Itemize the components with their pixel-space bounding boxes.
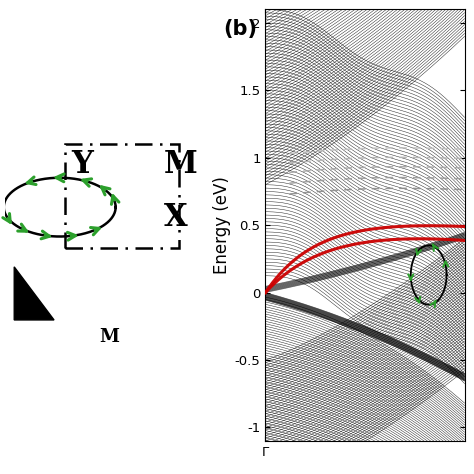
Text: Y: Y <box>71 149 93 180</box>
Y-axis label: Energy (eV): Energy (eV) <box>213 176 231 274</box>
Text: M: M <box>99 328 119 346</box>
Polygon shape <box>14 267 54 320</box>
Text: (b): (b) <box>223 19 257 39</box>
Text: M: M <box>164 149 198 180</box>
Text: X: X <box>164 202 188 233</box>
